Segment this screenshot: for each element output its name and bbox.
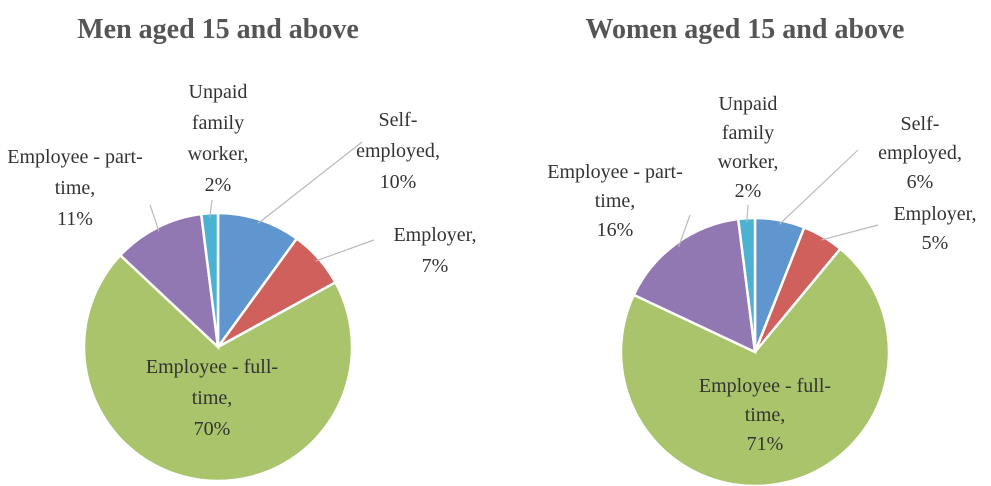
data-label: Employer, 7% [393, 224, 477, 277]
leader-line [209, 199, 213, 218]
value-label: 5% [921, 232, 949, 254]
category-label: Employee - part-time [7, 146, 143, 199]
category-label: Employee - full-time [145, 356, 279, 409]
leader-line [778, 149, 859, 225]
category-label: Self-employed [356, 109, 435, 162]
value-label: 2% [734, 180, 762, 202]
pie-slice [82, 253, 354, 483]
category-label: Employee - full-time [698, 375, 832, 426]
data-label: Unpaid family worker, 2% [717, 93, 779, 202]
value-label: 10% [379, 171, 417, 193]
data-label: Employee - full-time, 70% [145, 356, 279, 440]
value-label: 7% [421, 255, 449, 277]
pie-slice [199, 211, 220, 348]
category-label: Unpaid family worker [717, 93, 778, 173]
leader-line [746, 204, 749, 223]
value-label: 70% [193, 418, 231, 440]
data-label: Employer, 5% [893, 203, 977, 254]
value-label: 6% [906, 171, 934, 193]
chart-title: Women aged 15 and above [585, 14, 905, 45]
chart-title: Men aged 15 and above [77, 14, 359, 45]
pie-slice [619, 246, 891, 486]
pie-slice [216, 211, 299, 351]
data-label: Employee - part-time, 16% [547, 161, 683, 241]
value-label: 16% [596, 219, 634, 241]
category-label: Employee - part-time [547, 161, 683, 212]
category-label: Self-employed [878, 113, 957, 164]
data-label: Unpaid family worker, 2% [187, 81, 249, 196]
data-label: Employee - full-time, 71% [698, 375, 832, 455]
value-label: 11% [57, 208, 93, 230]
value-label: 71% [746, 433, 784, 455]
category-label: Unpaid family worker [187, 81, 248, 165]
data-label: Self-employed, 10% [356, 109, 440, 193]
category-label: Employer [393, 224, 472, 246]
data-label: Employee - part-time, 11% [7, 146, 143, 230]
leader-line [149, 204, 160, 232]
leader-line [315, 239, 375, 262]
leader-line [257, 141, 363, 224]
value-label: 2% [204, 174, 232, 196]
category-label: Employer [893, 203, 972, 225]
leader-line [821, 224, 879, 241]
pie-slice [632, 217, 757, 355]
leader-line [678, 214, 691, 248]
data-label: Self-employed, 6% [878, 113, 962, 193]
